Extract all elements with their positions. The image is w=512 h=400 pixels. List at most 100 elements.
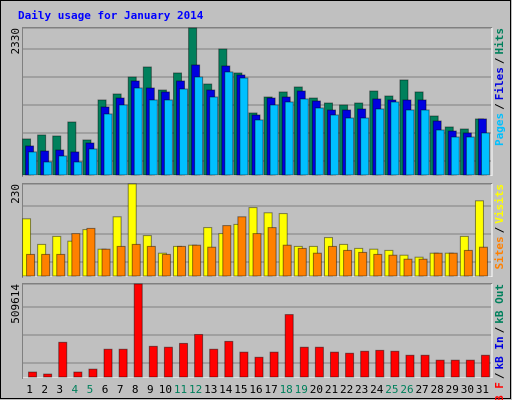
- legend-entry: Visits: [493, 184, 506, 224]
- bar: [133, 283, 143, 378]
- bar: [58, 155, 68, 176]
- bar: [373, 253, 383, 277]
- legend-entry: kB F: [493, 382, 506, 400]
- bar: [269, 351, 279, 378]
- bar: [222, 225, 232, 277]
- bar: [88, 368, 98, 378]
- bar: [71, 233, 81, 277]
- bar: [148, 99, 158, 176]
- legend-separator: /: [493, 372, 506, 379]
- x-tick-label: 7: [117, 383, 124, 396]
- x-tick-label: 17: [264, 383, 277, 396]
- bar: [375, 108, 385, 176]
- legend-separator: /: [493, 57, 506, 64]
- y-tick-label: 230: [9, 184, 22, 204]
- bar: [118, 348, 128, 378]
- legend-entry: kB Out: [493, 284, 506, 324]
- bar: [405, 109, 415, 176]
- x-tick-label: 14: [219, 383, 233, 396]
- bar: [327, 245, 337, 277]
- bar: [405, 354, 415, 378]
- bar: [224, 340, 234, 378]
- x-tick-label: 11: [174, 383, 187, 396]
- bar: [329, 114, 339, 176]
- bar: [179, 88, 189, 176]
- x-tick-label: 15: [234, 383, 247, 396]
- bar: [284, 101, 294, 176]
- bar: [161, 253, 171, 277]
- bar: [103, 113, 113, 176]
- legend: kB F / kB In / kB Out: [493, 284, 506, 400]
- bar: [388, 254, 398, 277]
- bar: [163, 99, 173, 176]
- bar: [450, 359, 460, 378]
- legend: Pages / Files / Hits: [493, 28, 506, 146]
- bar: [179, 342, 189, 378]
- bar: [43, 161, 53, 176]
- x-tick-label: 12: [189, 383, 202, 396]
- bar: [101, 248, 111, 277]
- bar: [41, 253, 51, 277]
- bar: [375, 349, 385, 378]
- bar: [194, 333, 204, 378]
- bar: [43, 373, 53, 378]
- bar: [390, 101, 400, 176]
- bar: [360, 117, 370, 176]
- legend-entry: Files: [493, 67, 506, 100]
- bar: [56, 253, 66, 277]
- bar: [177, 245, 187, 277]
- bar: [254, 356, 264, 378]
- x-tick-label: 26: [400, 383, 413, 396]
- bar: [312, 252, 322, 277]
- bar: [360, 350, 370, 378]
- bar: [314, 107, 324, 176]
- bar: [463, 249, 473, 277]
- x-tick-label: 30: [461, 383, 474, 396]
- bar: [297, 247, 307, 277]
- x-tick-label: 1: [26, 383, 33, 396]
- bar: [86, 227, 96, 277]
- bar: [282, 244, 292, 277]
- legend: Sites / Visits: [493, 184, 506, 270]
- bar: [148, 345, 158, 378]
- y-tick-label: 2330: [9, 28, 22, 55]
- bar: [192, 244, 202, 277]
- bar: [118, 104, 128, 176]
- x-tick-label: 3: [56, 383, 63, 396]
- bar: [116, 245, 126, 277]
- bar: [418, 258, 428, 277]
- bar: [284, 314, 294, 378]
- y-tick-label: 509614: [9, 284, 22, 324]
- chart-title: Daily usage for January 2014: [18, 9, 204, 22]
- bar: [267, 227, 277, 277]
- bar: [420, 354, 430, 378]
- bar: [237, 216, 247, 277]
- bar: [420, 109, 430, 176]
- x-tick-label: 19: [295, 383, 308, 396]
- bar: [209, 348, 219, 378]
- bar: [28, 371, 38, 378]
- bar: [28, 151, 38, 176]
- bar: [478, 246, 488, 277]
- x-tick-label: 10: [159, 383, 172, 396]
- x-tick-label: 20: [310, 383, 323, 396]
- bar: [343, 249, 353, 277]
- x-tick-label: 27: [415, 383, 428, 396]
- x-tick-label: 5: [87, 383, 94, 396]
- x-tick-label: 16: [249, 383, 262, 396]
- x-tick-label: 31: [476, 383, 489, 396]
- x-tick-label: 6: [102, 383, 109, 396]
- bar: [403, 258, 413, 277]
- bar: [239, 77, 249, 176]
- x-tick-label: 2: [41, 383, 48, 396]
- bar: [390, 350, 400, 378]
- bar: [465, 359, 475, 378]
- bar: [435, 129, 445, 176]
- x-tick-label: 28: [431, 383, 444, 396]
- legend-entry: Sites: [493, 236, 506, 269]
- bar: [450, 136, 460, 176]
- bar: [345, 117, 355, 176]
- bar: [131, 243, 141, 277]
